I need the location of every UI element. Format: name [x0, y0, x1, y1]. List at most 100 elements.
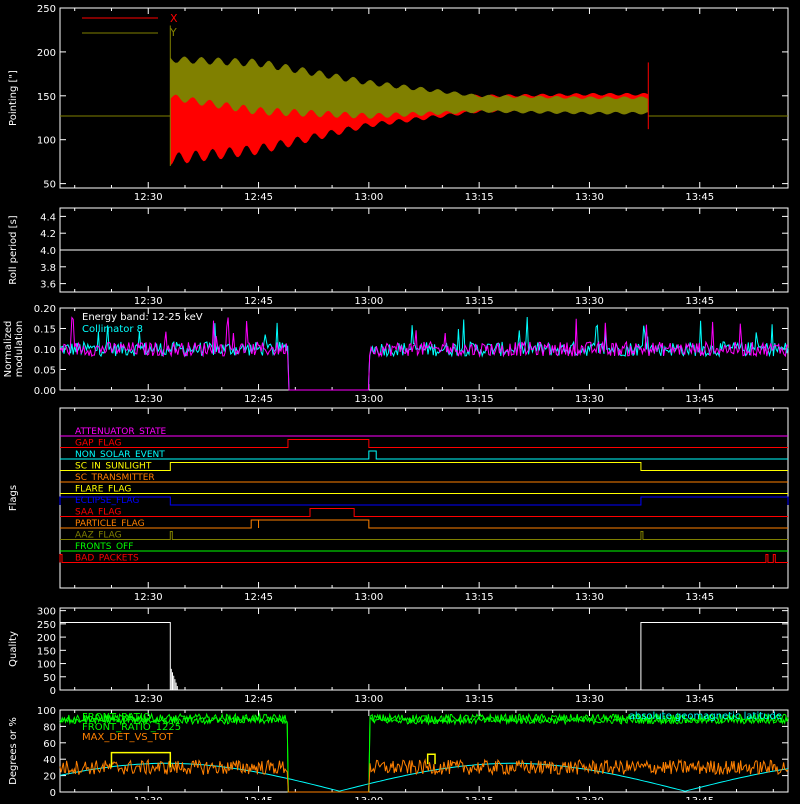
- x-tick-label: 12:45: [244, 694, 273, 705]
- front-ratio-1225-series: [59, 715, 789, 793]
- flag-label: FLARE_FLAG: [75, 485, 131, 495]
- x-tick-label: 13:15: [465, 694, 494, 705]
- x-tick-label: 13:00: [354, 694, 383, 705]
- flag-line: [60, 439, 788, 448]
- y-axis-label: Normalized: [3, 321, 14, 378]
- y-tick-label: 3.6: [40, 280, 56, 291]
- panel-frame: [59, 7, 789, 189]
- x-tick-label: 13:30: [575, 796, 604, 800]
- y-tick-label: 250: [37, 4, 56, 15]
- x-tick-label: 13:30: [575, 694, 604, 705]
- x-tick-label: 12:30: [134, 796, 163, 800]
- x-tick-label: 13:00: [354, 296, 383, 307]
- y-tick-label: 40: [43, 755, 56, 766]
- front-ratio-series: [59, 712, 789, 793]
- y-tick-label: 4.0: [40, 246, 56, 257]
- y-tick-label: 60: [43, 739, 56, 750]
- x-tick-label: 13:45: [685, 592, 714, 603]
- y-tick-label: 80: [43, 722, 56, 733]
- y-tick-label: 0.15: [34, 325, 56, 336]
- panel-frame: [59, 407, 789, 589]
- flag-line: [60, 531, 788, 540]
- quality-series: [60, 622, 788, 691]
- y-tick-label: 3.8: [40, 263, 56, 274]
- x-tick-label: 12:45: [244, 592, 273, 603]
- panel-frame: [59, 607, 789, 691]
- x-tick-label: 13:45: [685, 394, 714, 405]
- y-axis-label: Pointing ["]: [8, 70, 19, 126]
- x-tick-label: 12:45: [244, 296, 273, 307]
- x-tick-label: 12:30: [134, 592, 163, 603]
- annotation-collimator: Collimator 8: [82, 324, 143, 335]
- x-tick-label: 13:00: [354, 592, 383, 603]
- x-tick-label: 12:30: [134, 296, 163, 307]
- y-axis-label: Roll period [s]: [8, 215, 19, 284]
- flag-line: [60, 519, 788, 529]
- y-tick-label: 20: [43, 772, 56, 783]
- flag-label: SC_IN_SUNLIGHT: [75, 462, 152, 472]
- flag-label: FRONTS_OFF: [75, 542, 133, 552]
- flag-label: BAD_PACKETS: [75, 554, 139, 564]
- x-tick-label: 13:30: [575, 394, 604, 405]
- flag-line: [59, 496, 789, 506]
- legend-front-ratio: FRONT_RATIO: [82, 712, 151, 723]
- flag-label: PARTICLE_FLAG: [75, 519, 145, 529]
- x-tick-label: 12:30: [134, 192, 163, 203]
- y-tick-label: 0.20: [34, 304, 56, 315]
- y-axis-label: Degrees or %: [8, 717, 19, 785]
- flag-label: NON_SOLAR_EVENT: [75, 450, 165, 460]
- y-tick-label: 300: [37, 607, 56, 618]
- y-tick-label: 0.00: [34, 386, 56, 397]
- x-tick-label: 13:15: [465, 796, 494, 800]
- yellow-step-series: [426, 753, 436, 765]
- x-tick-label: 13:45: [685, 694, 714, 705]
- annotation-energy-band: Energy band: 12-25 keV: [82, 312, 203, 323]
- y-axis-label: Flags: [8, 485, 19, 511]
- y-tick-label: 100: [37, 706, 56, 717]
- x-tick-label: 13:15: [465, 296, 494, 307]
- x-tick-label: 13:15: [465, 192, 494, 203]
- x-tick-label: 13:00: [354, 796, 383, 800]
- x-tick-label: 13:30: [575, 296, 604, 307]
- y-tick-label: 200: [37, 48, 56, 59]
- x-tick-label: 13:00: [354, 394, 383, 405]
- y-tick-label: 250: [37, 620, 56, 631]
- flag-line: [60, 508, 788, 517]
- y-tick-label: 200: [37, 633, 56, 644]
- x-tick-label: 13:45: [685, 192, 714, 203]
- x-tick-label: 12:30: [134, 394, 163, 405]
- y-tick-label: 0: [50, 686, 56, 697]
- x-tick-label: 13:45: [685, 296, 714, 307]
- legend-label-y: Y: [169, 26, 177, 39]
- flag-label: ECLIPSE_FLAG: [75, 496, 139, 506]
- flag-label: SC_TRANSMITTER: [75, 473, 155, 483]
- flag-label: SAA_FLAG: [75, 508, 121, 518]
- flag-line: [59, 554, 788, 563]
- x-tick-label: 12:45: [244, 394, 273, 405]
- x-tick-label: 13:30: [575, 592, 604, 603]
- x-tick-label: 13:45: [685, 796, 714, 800]
- y-tick-label: 0.10: [34, 345, 56, 356]
- x-tick-label: 13:30: [575, 192, 604, 203]
- y-tick-label: 150: [37, 646, 56, 657]
- y-tick-label: 150: [37, 92, 56, 103]
- x-tick-label: 12:45: [244, 796, 273, 800]
- flag-line: [60, 462, 788, 471]
- y-axis-label: modulation: [14, 321, 25, 378]
- y-tick-label: 0: [50, 788, 56, 799]
- x-tick-label: 12:45: [244, 192, 273, 203]
- y-axis-label: Quality: [8, 631, 19, 667]
- x-tick-label: 13:00: [354, 192, 383, 203]
- y-tick-label: 4.4: [40, 212, 56, 223]
- x-tick-label: 13:15: [465, 592, 494, 603]
- flag-label: ATTENUATOR_STATE: [75, 427, 167, 437]
- x-tick-label: 13:15: [465, 394, 494, 405]
- yellow-step-series: [110, 751, 172, 768]
- legend-front-ratio-1225: FRONT_RATIO_1225: [82, 722, 181, 733]
- y-tick-label: 50: [43, 180, 56, 191]
- y-tick-label: 100: [37, 136, 56, 147]
- x-tick-label: 12:30: [134, 694, 163, 705]
- y-tick-label: 100: [37, 660, 56, 671]
